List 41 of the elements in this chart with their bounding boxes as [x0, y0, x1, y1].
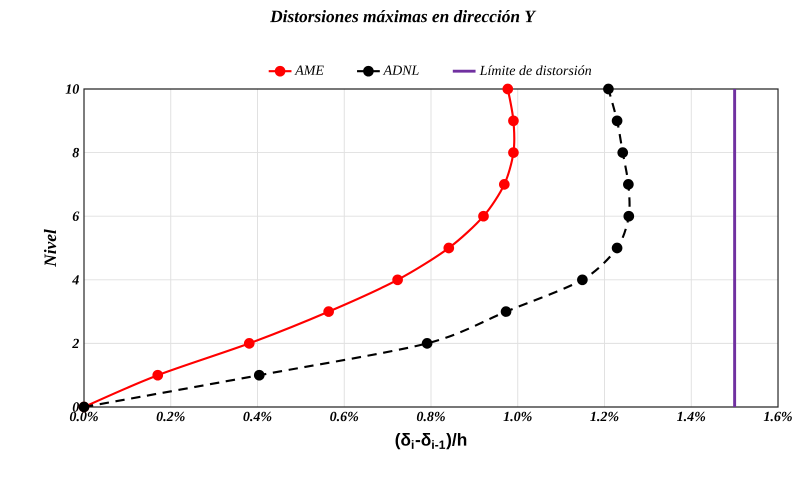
point [478, 210, 489, 222]
point [254, 370, 265, 381]
point [500, 306, 512, 317]
point [603, 84, 614, 94]
legend-label: Límite de distorsión [480, 65, 592, 76]
point [422, 338, 432, 349]
point [623, 179, 634, 190]
x-tick-label: 1.4% [677, 412, 706, 422]
x-tick-label: 1.0% [504, 412, 532, 422]
point [498, 179, 510, 190]
point [577, 274, 588, 286]
point [612, 115, 622, 126]
x-tick-label: 0.6% [330, 412, 358, 422]
x-tick-label: 0.8% [416, 412, 445, 422]
point [244, 338, 255, 349]
y-tick-label: 6 [72, 211, 80, 221]
y-tick-label: 10 [66, 84, 80, 94]
y-tick-label: 2 [72, 338, 79, 348]
point [623, 210, 634, 222]
point [502, 84, 514, 94]
x-tick-label: 1.6% [764, 412, 792, 422]
point [617, 147, 628, 158]
y-axis-title: Nivel [44, 229, 56, 267]
x-tick-label: 1.2% [590, 412, 618, 422]
legend-label: AME [294, 66, 324, 75]
y-tick-label: 0 [72, 402, 80, 412]
point [443, 242, 454, 254]
x-tick-label: 0.2% [156, 412, 185, 422]
x-axis-title: (δ$_{i}$-δ$_{i-1}$)/h [396, 433, 466, 450]
point [508, 147, 519, 158]
y-tick-label: 4 [72, 275, 79, 284]
chart-title: Distorsiones máximas en dirección Y [270, 10, 536, 22]
point [508, 115, 519, 126]
y-tick-label: 8 [72, 148, 80, 158]
x-tick-label: 0.0% [70, 412, 98, 422]
point [612, 242, 622, 254]
point [323, 306, 334, 317]
x-tick-label: 0.4% [243, 412, 272, 422]
point [152, 370, 164, 381]
legend-label: ADNL [382, 66, 419, 75]
point [392, 274, 403, 286]
